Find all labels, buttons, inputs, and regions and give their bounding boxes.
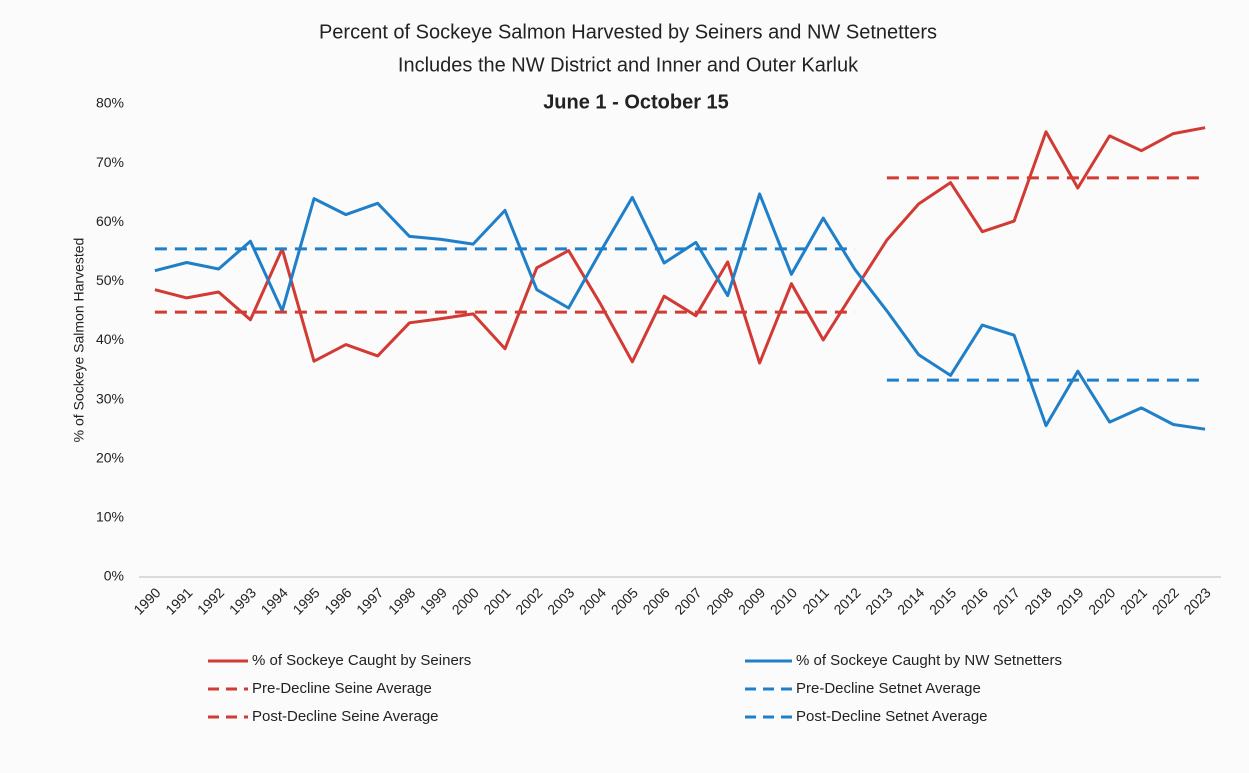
y-tick-label: 10% [96,509,124,525]
y-tick-label: 70% [96,154,124,170]
legend-label: Pre-Decline Setnet Average [796,680,981,697]
y-tick-label: 80% [96,95,124,111]
legend-label: Post-Decline Seine Average [252,708,439,725]
chart-title: Percent of Sockeye Salmon Harvested by S… [319,21,937,43]
y-tick-label: 50% [96,272,124,288]
y-tick-label: 20% [96,449,124,465]
legend-label: % of Sockeye Caught by Seiners [252,652,471,669]
legend-label: % of Sockeye Caught by NW Setnetters [796,652,1062,669]
y-tick-label: 0% [104,568,124,584]
y-tick-label: 40% [96,331,124,347]
legend-label: Post-Decline Setnet Average [796,708,988,725]
chart-subtitle: Includes the NW District and Inner and O… [398,54,859,76]
legend-label: Pre-Decline Seine Average [252,680,432,697]
date-range: June 1 - October 15 [543,91,729,113]
y-axis-label: % of Sockeye Salmon Harvested [71,238,87,443]
y-tick-label: 60% [96,213,124,229]
y-tick-label: 30% [96,390,124,406]
